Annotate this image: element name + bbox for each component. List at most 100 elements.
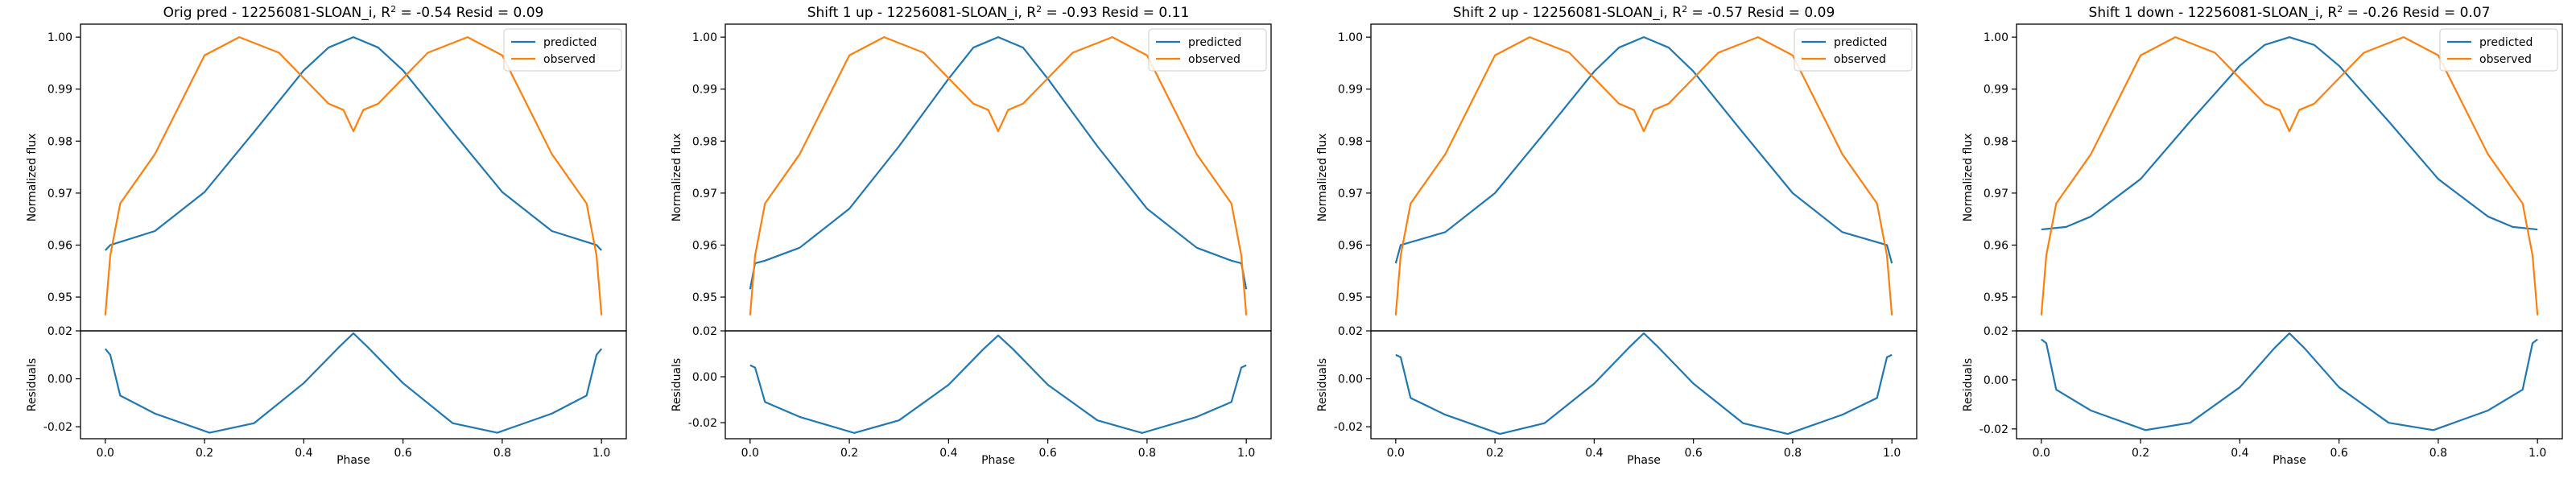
legend: predicted observed: [1148, 28, 1267, 72]
series-line-predicted: [105, 36, 602, 251]
chart-title: Shift 2 up - 12256081-SLOAN_i, R2 = -0.5…: [1453, 4, 1835, 22]
series-line-predicted: [1394, 36, 1893, 264]
x-tick-label: 0.6: [1685, 447, 1703, 460]
chart-title: Shift 1 down - 12256081-SLOAN_i, R2 = -0…: [2089, 4, 2491, 22]
resid-y-tick-label: 0.02: [1984, 325, 2008, 338]
series-group: [2040, 36, 2539, 431]
resid-y-tick-label: 0.02: [1338, 325, 1363, 338]
y-tick-label: 1.00: [692, 31, 717, 44]
x-tick-label: 1.0: [2529, 447, 2546, 460]
x-tick-label: 1.0: [1237, 447, 1255, 460]
resid-y-tick-label: 0.00: [47, 374, 72, 386]
x-tick-label: 0.0: [741, 447, 759, 460]
x-tick-label: 0.2: [1486, 447, 1504, 460]
residual-line: [104, 332, 603, 434]
chart-title: Shift 1 up - 12256081-SLOAN_i, R2 = -0.9…: [807, 4, 1190, 22]
x-tick-label: 0.4: [1585, 447, 1603, 460]
series-line-observed: [1394, 36, 1893, 316]
x-tick-label: 0.0: [97, 447, 114, 460]
series-line-predicted: [749, 36, 1248, 290]
resid-axis-label: Residuals: [26, 358, 39, 411]
x-tick-label: 0.0: [2033, 447, 2050, 460]
residual-axes-frame: [80, 330, 627, 440]
legend-label: predicted: [1834, 36, 1887, 49]
x-tick-label: 0.8: [493, 447, 511, 460]
y-tick-label: 0.96: [1338, 239, 1363, 252]
y-tick-label: 0.95: [47, 291, 72, 304]
y-tick-label: 0.96: [47, 239, 72, 252]
resid-y-tick-label: -0.02: [688, 417, 717, 430]
chart-panel: Shift 1 down - 12256081-SLOAN_i, R2 = -0…: [1962, 4, 2563, 467]
y-tick-label: 0.97: [47, 188, 72, 200]
y-tick-label: 0.99: [1984, 84, 2008, 97]
resid-y-tick-label: -0.02: [43, 421, 72, 434]
y-tick-label: 0.97: [1984, 188, 2008, 200]
x-tick-label: 0.4: [295, 447, 312, 460]
x-tick-label: 1.0: [1883, 447, 1901, 460]
resid-y-tick-label: 0.02: [692, 325, 717, 338]
residual-axes-frame: [1370, 330, 1918, 440]
y-tick-label: 0.98: [1984, 135, 2008, 148]
x-tick-label: 0.6: [1039, 447, 1057, 460]
x-tick-label: 0.4: [2231, 447, 2248, 460]
x-tick-label: 0.4: [939, 447, 957, 460]
legend-box: [1148, 28, 1267, 72]
x-tick-label: 0.0: [1387, 447, 1405, 460]
chart-panel: Orig pred - 12256081-SLOAN_i, R2 = -0.54…: [26, 4, 627, 467]
legend-label: predicted: [1188, 36, 1241, 49]
y-axis-label: Normalized flux: [1962, 134, 1975, 222]
series-line-predicted: [2041, 36, 2538, 231]
x-axis-label: Phase: [336, 454, 370, 467]
series-group: [1394, 36, 1893, 436]
y-tick-label: 0.99: [47, 84, 72, 97]
y-tick-label: 0.98: [47, 135, 72, 148]
y-tick-label: 0.98: [692, 135, 717, 148]
x-tick-label: 0.8: [2429, 447, 2447, 460]
y-tick-label: 0.96: [692, 239, 717, 252]
legend-label: observed: [1834, 53, 1886, 66]
chart-title: Orig pred - 12256081-SLOAN_i, R2 = -0.54…: [163, 4, 544, 22]
legend-label: observed: [2479, 53, 2532, 66]
y-tick-label: 0.99: [692, 84, 717, 97]
legend-box: [2439, 28, 2558, 72]
legend: predicted observed: [2439, 28, 2558, 72]
legend-label: predicted: [2479, 36, 2533, 49]
x-tick-label: 0.6: [394, 447, 412, 460]
legend-label: predicted: [543, 36, 597, 49]
y-tick-label: 0.97: [1338, 188, 1363, 200]
y-tick-label: 1.00: [1338, 31, 1363, 44]
x-axis-label: Phase: [981, 454, 1015, 467]
y-tick-label: 1.00: [1984, 31, 2008, 44]
resid-y-tick-label: -0.02: [1334, 421, 1363, 434]
resid-y-tick-label: 0.02: [47, 325, 72, 338]
x-axis-label: Phase: [1627, 454, 1661, 467]
y-tick-label: 0.95: [692, 291, 717, 304]
x-tick-label: 1.0: [592, 447, 610, 460]
legend-label: observed: [1188, 53, 1241, 66]
y-tick-label: 1.00: [47, 31, 72, 44]
x-tick-label: 0.6: [2330, 447, 2348, 460]
series-line-observed: [104, 36, 603, 316]
series-line-observed: [749, 36, 1248, 316]
series-group: [749, 36, 1248, 434]
legend-label: observed: [543, 53, 596, 66]
resid-y-tick-label: -0.02: [1979, 423, 2008, 436]
series-line-observed: [2040, 36, 2539, 316]
y-tick-label: 0.97: [692, 188, 717, 200]
x-tick-label: 0.2: [196, 447, 213, 460]
residual-axes-frame: [724, 330, 1272, 440]
legend: predicted observed: [1794, 28, 1913, 72]
y-tick-label: 0.98: [1338, 135, 1363, 148]
x-tick-label: 0.2: [2132, 447, 2149, 460]
residual-line: [749, 334, 1247, 434]
y-axis-label: Normalized flux: [1316, 134, 1329, 222]
legend-box: [1794, 28, 1913, 72]
resid-y-tick-label: 0.00: [692, 371, 717, 384]
chart-panel: Shift 1 up - 12256081-SLOAN_i, R2 = -0.9…: [671, 4, 1272, 467]
series-group: [104, 36, 603, 434]
resid-y-tick-label: 0.00: [1338, 374, 1363, 386]
resid-y-tick-label: 0.00: [1984, 374, 2008, 387]
residual-line: [2041, 332, 2538, 431]
chart-panel: Shift 2 up - 12256081-SLOAN_i, R2 = -0.5…: [1316, 4, 1918, 467]
